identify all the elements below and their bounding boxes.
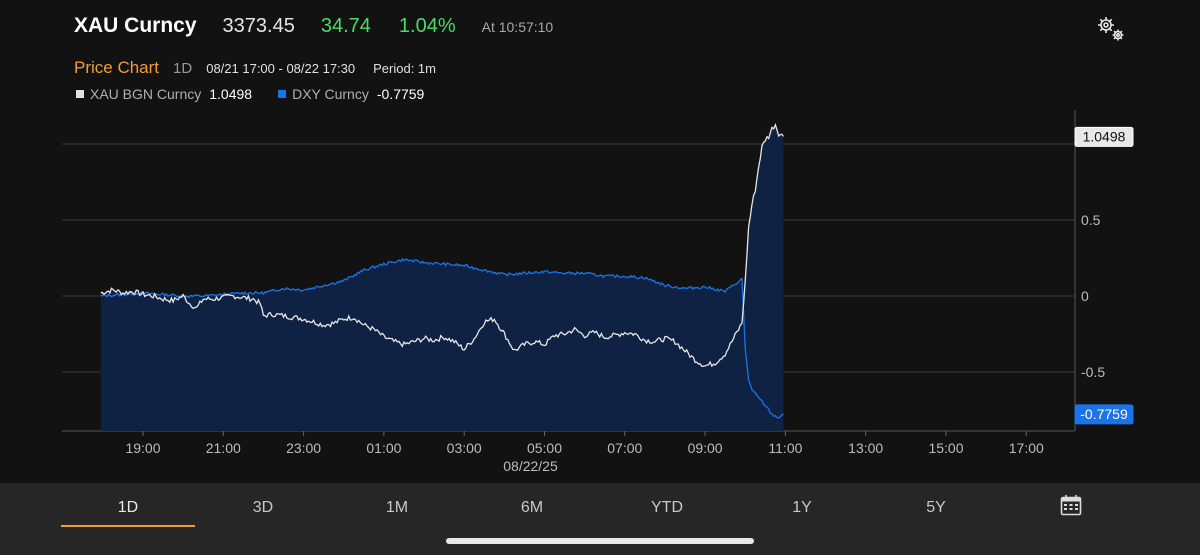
series-line-dxy: [100, 257, 784, 419]
calendar-icon[interactable]: [1060, 494, 1082, 516]
last-value-label-xau-text: 1.0498: [1083, 128, 1126, 144]
tab-ytd[interactable]: YTD: [651, 499, 683, 516]
x-tick-label: 03:00: [447, 440, 482, 456]
ticker-symbol: XAU Curncy: [74, 14, 197, 37]
series-line-xau: [100, 122, 784, 368]
last-value-label-xau-box: [1074, 126, 1134, 147]
chart-area-fill: [100, 124, 784, 432]
price-chart[interactable]: 0.5 0 -0.5 19:00 21:00 23:00 01:00 03:00 05:00 07…: [0, 100, 1200, 480]
tab-1y[interactable]: 1Y: [792, 499, 812, 516]
x-tick-label: 13:00: [848, 440, 883, 456]
tab-6m[interactable]: 6M: [520, 499, 544, 516]
legend-name-xau: XAU BGN Curncy: [90, 86, 202, 102]
gears-icon[interactable]: [1094, 14, 1128, 44]
legend-value-dxy: -0.7759: [376, 86, 425, 102]
x-tick-label: 23:00: [286, 440, 321, 456]
last-value-label-dxy: -0.7759: [1074, 404, 1134, 425]
last-value-label-dxy-text: -0.7759: [1080, 406, 1128, 422]
x-date-label: 08/22/25: [503, 458, 558, 474]
x-tick-label: 07:00: [607, 440, 642, 456]
x-tick-label: 17:00: [1009, 440, 1044, 456]
net-change: 34.74: [320, 15, 371, 37]
price-chart-title: Price Chart: [74, 58, 160, 77]
tab-3d[interactable]: 3D: [252, 499, 274, 516]
as-of-time: At 10:57:10: [481, 19, 554, 35]
tab-1m[interactable]: 1M: [385, 499, 409, 516]
legend-value-xau: 1.0498: [209, 86, 253, 102]
last-value-label-dxy-box: [1074, 404, 1134, 425]
legend-swatch-xau: [76, 90, 84, 98]
quote-header: XAU Curncy 3373.45 34.74 1.04% At 10:57:…: [74, 14, 553, 44]
tab-5y[interactable]: 5Y: [926, 499, 946, 516]
x-tick-label: 01:00: [366, 440, 401, 456]
y-tick-label: 0: [1081, 288, 1089, 304]
last-value-label-xau: 1.0498: [1074, 126, 1134, 147]
y-tick-label: -0.5: [1081, 364, 1105, 380]
home-indicator: [446, 538, 754, 544]
x-tick-label: 19:00: [125, 440, 160, 456]
x-tick-label: 09:00: [688, 440, 723, 456]
percent-change: 1.04%: [398, 15, 456, 37]
x-tick-label: 21:00: [206, 440, 241, 456]
x-tick-label: 15:00: [928, 440, 963, 456]
x-tick-label: 05:00: [527, 440, 562, 456]
range-tab-bar: 1D 3D 1M 6M YTD 1Y 5Y: [0, 483, 1200, 555]
y-tick-label: 0.5: [1081, 212, 1101, 228]
legend-swatch-dxy: [278, 90, 287, 98]
x-tick-label: 11:00: [768, 440, 802, 456]
range-indicator: 1D: [173, 60, 193, 77]
date-range: 08/21 17:00 - 08/22 17:30: [206, 61, 356, 76]
legend-name-dxy: DXY Curncy: [292, 86, 369, 102]
chart-subheader: Price Chart 1D 08/21 17:00 - 08/22 17:30…: [74, 58, 436, 78]
chart-legend: XAU BGN Curncy 1.0498 DXY Curncy -0.7759: [76, 86, 450, 102]
last-price: 3373.45: [222, 15, 295, 37]
tab-1d[interactable]: 1D: [61, 497, 195, 527]
period-label: Period: 1m: [373, 61, 436, 76]
